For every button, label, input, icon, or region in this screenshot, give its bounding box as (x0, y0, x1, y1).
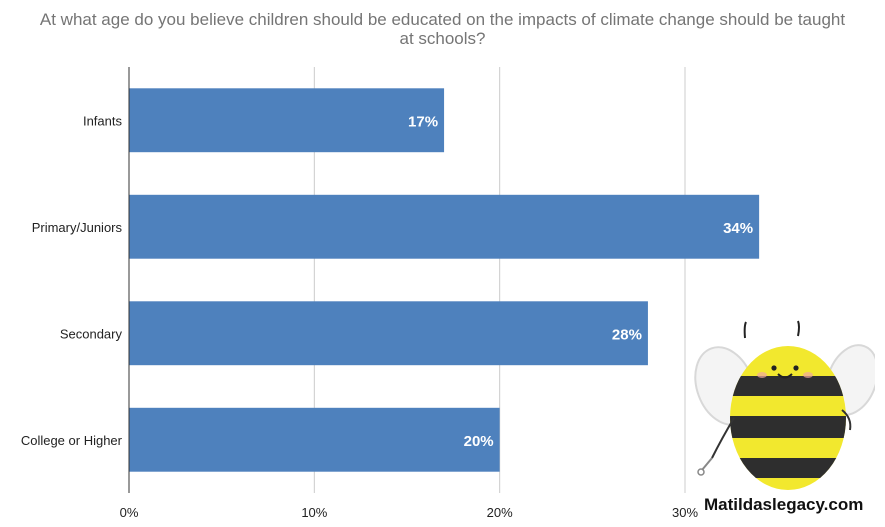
data-label-1: 34% (723, 220, 753, 237)
x-tick-label-20: 20% (487, 505, 513, 520)
category-label-1: Primary/Juniors (32, 220, 123, 235)
watermark-text: Matildaslegacy.com (704, 495, 864, 514)
data-label-3: 20% (464, 433, 494, 450)
category-label-3: College or Higher (21, 433, 123, 448)
category-label-0: Infants (83, 113, 123, 128)
chart-title-line-2: at schools? (399, 29, 486, 48)
bars (129, 88, 760, 472)
labels: 0% 10% 20% 30% Infants 17% Primary/Juniors 34% S… (21, 113, 753, 520)
x-tick-label-10: 10% (301, 505, 327, 520)
bee-mascot-icon (694, 320, 875, 490)
bar-3 (129, 407, 500, 472)
bar-2 (129, 301, 648, 366)
chart-title: At what age do you believe children shou… (0, 10, 885, 48)
chart-title-line-1: At what age do you believe children shou… (39, 10, 846, 29)
x-tick-label-30: 30% (672, 505, 698, 520)
bar-0 (129, 88, 445, 153)
data-label-2: 28% (612, 326, 642, 343)
bar-1 (129, 194, 760, 259)
x-tick-label-0: 0% (120, 505, 139, 520)
data-label-0: 17% (408, 113, 438, 130)
category-label-2: Secondary (60, 326, 123, 341)
